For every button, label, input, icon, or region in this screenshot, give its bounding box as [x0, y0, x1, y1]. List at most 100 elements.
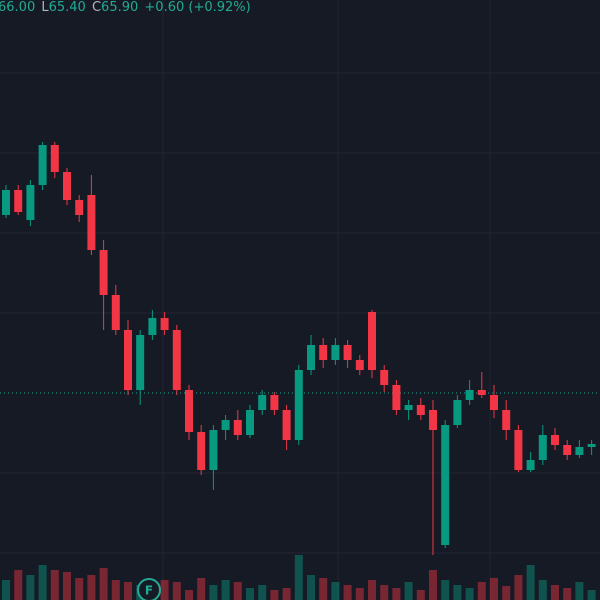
candle-body — [380, 370, 389, 385]
low-value: 65.40 — [49, 0, 86, 15]
close-label: C — [92, 0, 101, 15]
volume-bar — [392, 588, 401, 600]
volume-bar — [429, 570, 437, 600]
volume-bar — [416, 590, 425, 600]
volume-bar — [538, 580, 547, 600]
volume-bar — [172, 582, 181, 600]
candle-body — [575, 447, 584, 455]
volume-bar — [526, 565, 535, 600]
candle-body — [307, 345, 315, 370]
volume-bar — [87, 575, 96, 600]
volume-bar — [453, 585, 462, 600]
volume-bar — [50, 570, 59, 600]
volume-bar — [270, 590, 279, 600]
candle-body — [148, 318, 157, 335]
candle-body — [160, 318, 169, 330]
candle-body — [221, 420, 230, 430]
candle-body — [185, 390, 193, 432]
volume-bar — [221, 580, 230, 600]
candle-body — [233, 420, 242, 435]
volume-bar — [63, 572, 71, 600]
volume-bar — [514, 575, 523, 600]
volume-bar — [294, 555, 303, 600]
candle-body — [453, 400, 462, 425]
volume-bar — [282, 588, 291, 600]
candle-body — [355, 360, 364, 370]
candle-body — [270, 395, 279, 410]
volume-bar — [111, 580, 120, 600]
ohlc-header: 66.00 L65.40 C65.90 +0.60 (+0.92%) — [0, 0, 251, 15]
volume-bar — [233, 582, 242, 600]
candle-body — [209, 430, 218, 470]
candle-body — [38, 145, 47, 185]
volume-bar — [2, 580, 10, 600]
event-label: F — [145, 584, 153, 598]
volume-bar — [307, 575, 315, 600]
close-value: 65.90 — [101, 0, 138, 15]
volume-bar — [246, 588, 254, 600]
candle-body — [368, 312, 376, 370]
volume-bar — [355, 588, 364, 600]
volume-bar — [477, 582, 486, 600]
candle-body — [563, 445, 572, 455]
volume-bar — [197, 578, 206, 600]
candle-body — [502, 410, 511, 430]
candle-body — [2, 190, 10, 215]
candle-body — [526, 460, 535, 470]
volume-bar — [124, 582, 132, 600]
candle-body — [331, 345, 340, 360]
candle-body — [111, 295, 120, 330]
volume-bar — [160, 580, 169, 600]
volume-bar — [38, 565, 47, 600]
candle-body — [392, 385, 401, 410]
candle-body — [551, 435, 559, 445]
candle-body — [75, 200, 84, 215]
candle-body — [429, 410, 437, 430]
candle-body — [477, 390, 486, 395]
candle-body — [99, 250, 108, 295]
volume-bar — [563, 588, 572, 600]
candle-body — [294, 370, 303, 440]
candle-body — [587, 444, 596, 447]
candle-body — [63, 172, 71, 200]
volume-bar — [185, 590, 193, 600]
volume-bar — [380, 585, 389, 600]
volume-bar — [258, 585, 267, 600]
volume-bar — [551, 585, 559, 600]
candle-body — [490, 395, 498, 410]
volume-bar — [404, 582, 413, 600]
candle-body — [465, 390, 474, 400]
event-circle — [137, 578, 161, 600]
volume-bar — [26, 575, 35, 600]
candle-layer — [0, 142, 600, 555]
event-marker: F — [137, 578, 161, 600]
candle-body — [282, 410, 291, 440]
candle-body — [172, 330, 181, 390]
candle-body — [26, 185, 35, 220]
volume-bar — [75, 578, 84, 600]
volume-bar — [575, 582, 584, 600]
volume-bar — [587, 590, 596, 600]
volume-bar — [331, 582, 340, 600]
candle-body — [14, 190, 23, 212]
candle-body — [258, 395, 267, 410]
volume-bar — [441, 580, 450, 600]
volume-bar — [319, 578, 328, 600]
candle-body — [124, 330, 132, 390]
volume-bar — [343, 585, 352, 600]
candle-body — [416, 405, 425, 415]
high-value: 66.00 — [0, 0, 35, 15]
volume-bar — [14, 570, 23, 600]
change-value: +0.60 (+0.92%) — [144, 0, 250, 15]
candle-body — [136, 335, 145, 390]
candle-body — [50, 145, 59, 172]
candle-body — [538, 435, 547, 460]
candle-body — [246, 410, 254, 435]
candle-body — [404, 405, 413, 410]
low-label: L — [41, 0, 49, 15]
volume-bar — [465, 588, 474, 600]
